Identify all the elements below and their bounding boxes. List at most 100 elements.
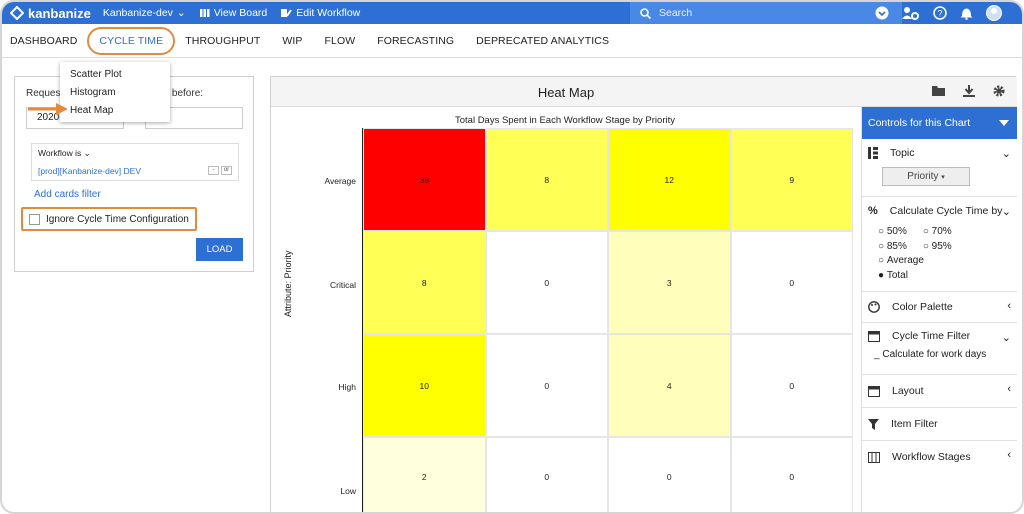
heat-cell[interactable]: 0 xyxy=(730,231,853,334)
radio-total-label: Total xyxy=(886,269,908,281)
heat-cell[interactable]: 2 xyxy=(363,437,486,512)
tab-cycle-time[interactable]: CYCLE TIME xyxy=(87,26,176,55)
workspace-selector[interactable]: Kanbanize-dev ⌄ xyxy=(103,7,186,19)
radio-70-label: 70% xyxy=(931,226,952,237)
chevron-left-icon: ‹ xyxy=(1007,383,1011,395)
radio-total[interactable]: ● Total xyxy=(878,269,916,284)
stages-label: Workflow Stages xyxy=(892,451,971,463)
percent-icon: % xyxy=(868,205,878,217)
edit-workflow-link[interactable]: Edit Workflow xyxy=(281,7,360,19)
checkbox-icon[interactable] xyxy=(29,213,40,225)
chart-controls: Controls for this Chart Topic ⌄ Priority… xyxy=(861,107,1017,512)
add-cards-filter-link[interactable]: Add cards filter xyxy=(34,189,101,200)
section-workflow-stages[interactable]: Workflow Stages ‹ xyxy=(862,441,1017,473)
bell-icon[interactable] xyxy=(960,6,973,20)
heat-cell[interactable]: 0 xyxy=(485,437,608,512)
board-icon xyxy=(199,9,210,17)
search-input[interactable]: Search xyxy=(659,7,693,19)
item-filter-label: Item Filter xyxy=(891,418,938,430)
kanbanize-logo[interactable]: kanbanize xyxy=(10,6,91,21)
work-days-checkbox[interactable]: _ Calculate for work days xyxy=(862,349,1017,374)
chevron-left-icon: ‹ xyxy=(1007,300,1011,312)
menu-item-histogram[interactable]: Histogram xyxy=(70,87,116,98)
palette-icon xyxy=(868,301,880,313)
gear-icon[interactable] xyxy=(993,85,1005,97)
search-box[interactable]: Search xyxy=(630,2,902,24)
view-board-link[interactable]: View Board xyxy=(199,7,268,19)
radio-70[interactable]: ○ 70% xyxy=(923,225,960,240)
ignore-cycle-time-checkbox[interactable]: Ignore Cycle Time Configuration xyxy=(21,207,197,231)
work-days-label: Calculate for work days xyxy=(882,349,987,360)
controls-header[interactable]: Controls for this Chart xyxy=(862,107,1017,139)
tab-wip[interactable]: WIP xyxy=(282,34,303,47)
tab-forecasting[interactable]: FORECASTING xyxy=(377,34,455,47)
ignore-cycle-time-label: Ignore Cycle Time Configuration xyxy=(46,213,189,225)
cycle-time-menu: Scatter Plot Histogram Heat Map xyxy=(60,62,170,122)
heat-cell[interactable]: 0 xyxy=(485,334,608,437)
radio-50[interactable]: ○ 50% xyxy=(878,225,915,240)
view-board-label: View Board xyxy=(213,7,268,19)
section-topic[interactable]: Topic ⌄ Priority ▾ xyxy=(862,139,1017,197)
chevron-down-icon: ⌄ xyxy=(176,7,186,19)
help-icon[interactable]: ? xyxy=(933,6,947,20)
heat-cell[interactable]: 8 xyxy=(485,128,608,231)
section-item-filter[interactable]: Item Filter xyxy=(862,408,1017,441)
priority-select[interactable]: Priority ▾ xyxy=(882,167,970,186)
radio-85[interactable]: ○ 85% xyxy=(878,240,915,255)
download-icon[interactable] xyxy=(963,85,975,97)
chevron-left-icon: ‹ xyxy=(1007,449,1011,461)
row-label-average: Average xyxy=(324,176,356,186)
heat-cell[interactable]: 0 xyxy=(485,231,608,334)
load-button[interactable]: LOAD xyxy=(196,238,243,261)
heat-map-grid: 38 8 12 9 8 0 3 0 10 0 4 0 2 0 0 0 xyxy=(362,128,862,512)
heat-cell[interactable]: 0 xyxy=(730,437,853,512)
controls-title: Controls for this Chart xyxy=(868,117,971,129)
analytics-nav: DASHBOARD CYCLE TIME THROUGHPUT WIP FLOW… xyxy=(2,24,1022,58)
radio-95[interactable]: ○ 95% xyxy=(923,240,960,255)
y-axis-label: Attribute: Priority xyxy=(283,250,293,317)
tab-throughput[interactable]: THROUGHPUT xyxy=(185,34,261,47)
section-color-palette[interactable]: Color Palette ‹ xyxy=(862,292,1017,323)
radio-50-label: 50% xyxy=(886,226,907,237)
calc-label: Calculate Cycle Time by xyxy=(889,205,1003,217)
or-filter-button[interactable]: or xyxy=(221,166,232,175)
section-calculate[interactable]: % Calculate Cycle Time by ⌄ ○ 50% ○ 70% ○… xyxy=(862,197,1017,292)
calendar-icon xyxy=(868,331,880,342)
heat-cell[interactable]: 3 xyxy=(608,231,731,334)
section-cycle-time-filter[interactable]: Cycle Time Filter ⌄ _ Calculate for work… xyxy=(862,323,1017,375)
heat-cell[interactable]: 38 xyxy=(363,128,486,231)
heat-cell[interactable]: 12 xyxy=(608,128,731,231)
workflow-label: Workflow is ⌄ xyxy=(38,148,91,158)
layout-label: Layout xyxy=(892,385,924,397)
workflow-value[interactable]: [prod][Kanbanize-dev] DEV xyxy=(38,166,142,176)
heat-cell[interactable]: 0 xyxy=(730,334,853,437)
heat-cell[interactable]: 0 xyxy=(608,437,731,512)
heat-cell[interactable]: 4 xyxy=(608,334,731,437)
avatar[interactable] xyxy=(986,5,1002,21)
priority-value: Priority xyxy=(907,171,939,182)
remove-filter-button[interactable]: - xyxy=(208,166,219,175)
tab-dashboard[interactable]: DASHBOARD xyxy=(10,34,78,47)
admin-settings-icon[interactable] xyxy=(902,6,920,20)
collapse-circle-icon[interactable] xyxy=(875,6,889,20)
checkbox-icon: _ xyxy=(874,349,883,360)
heat-cell[interactable]: 9 xyxy=(730,128,853,231)
tab-flow[interactable]: FLOW xyxy=(324,34,356,47)
radio-average[interactable]: ○ Average xyxy=(878,254,932,269)
chevron-down-icon: ⌄ xyxy=(1001,206,1011,218)
tab-deprecated-analytics[interactable]: DEPRECATED ANALYTICS xyxy=(476,34,610,47)
row-label-low: Low xyxy=(340,486,356,496)
folder-icon[interactable] xyxy=(932,85,945,96)
heat-cell[interactable]: 8 xyxy=(363,231,486,334)
top-bar: kanbanize Kanbanize-dev ⌄ View Board Edi… xyxy=(2,2,1022,24)
svg-text:?: ? xyxy=(937,9,942,19)
chevron-down-icon xyxy=(999,119,1009,126)
menu-item-heat-map[interactable]: Heat Map xyxy=(70,105,114,116)
chart-header: Heat Map xyxy=(271,77,1017,107)
section-layout[interactable]: Layout ‹ xyxy=(862,375,1017,408)
menu-item-scatter-plot[interactable]: Scatter Plot xyxy=(70,69,122,80)
calc-options: ○ 50% ○ 70% ○ 85% ○ 95% ○ Average ● Total xyxy=(862,225,1017,291)
heat-cell[interactable]: 10 xyxy=(363,334,486,437)
workflow-filter[interactable]: Workflow is ⌄ [prod][Kanbanize-dev] DEV … xyxy=(31,143,239,181)
